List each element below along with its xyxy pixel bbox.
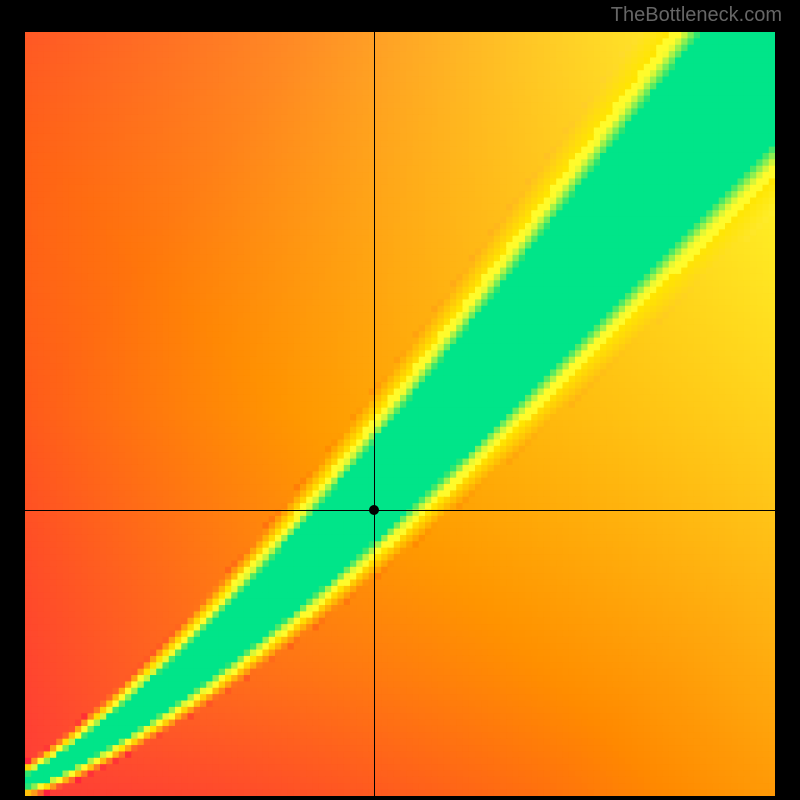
bottleneck-heatmap: [25, 32, 775, 796]
selection-dot: [369, 505, 379, 515]
source-attribution: TheBottleneck.com: [611, 4, 782, 27]
chart-container: TheBottleneck.com: [0, 0, 800, 800]
